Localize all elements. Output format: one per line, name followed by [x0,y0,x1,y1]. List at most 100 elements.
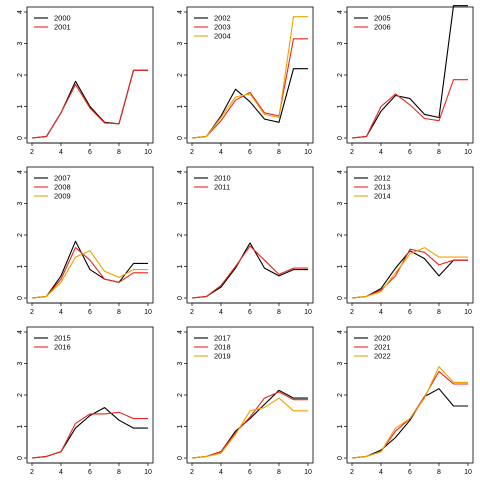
legend-label: 2013 [374,183,391,192]
x-tick-label: 2 [190,149,194,156]
legend-label: 2004 [214,32,231,41]
y-tick-label: 1 [177,264,184,268]
x-tick-label: 8 [117,309,121,316]
y-tick-label: 3 [337,201,344,205]
x-tick-label: 10 [464,469,472,476]
y-tick-label: 2 [17,233,24,237]
y-tick-label: 3 [177,201,184,205]
series-line-2002 [191,68,308,139]
y-tick-label: 3 [177,41,184,45]
x-tick-label: 10 [464,309,472,316]
legend-label: 2000 [54,14,71,23]
y-tick-label: 0 [17,456,24,460]
x-tick-label: 8 [277,469,281,476]
y-tick-label: 3 [17,201,24,205]
x-tick-label: 6 [248,469,252,476]
y-tick-label: 4 [177,170,184,174]
y-tick-label: 1 [337,424,344,428]
x-tick-label: 2 [30,149,34,156]
y-tick-label: 1 [177,424,184,428]
x-tick-label: 10 [304,149,312,156]
y-tick-label: 0 [17,136,24,140]
x-tick-label: 10 [144,149,152,156]
x-tick-label: 8 [277,309,281,316]
x-tick-label: 4 [379,149,383,156]
legend-label: 2003 [214,23,231,32]
x-tick-label: 4 [219,309,223,316]
x-tick-label: 6 [408,469,412,476]
x-tick-label: 4 [379,469,383,476]
legend-label: 2016 [54,343,71,352]
series-line-2018 [191,391,308,459]
x-tick-label: 6 [248,149,252,156]
x-tick-label: 2 [30,469,34,476]
x-tick-label: 8 [437,309,441,316]
legend-label: 2020 [374,334,391,343]
series-line-2017 [191,389,308,459]
y-tick-label: 3 [177,361,184,365]
y-tick-label: 2 [337,393,344,397]
series-line-2016 [31,411,148,459]
y-tick-label: 4 [177,10,184,14]
y-tick-label: 1 [337,264,344,268]
series-line-2005 [351,5,468,139]
series-line-2021 [351,370,468,459]
x-tick-label: 8 [117,469,121,476]
y-tick-label: 2 [337,73,344,77]
y-tick-label: 3 [337,361,344,365]
x-tick-label: 4 [59,469,63,476]
y-tick-label: 2 [17,73,24,77]
y-tick-label: 3 [337,41,344,45]
x-tick-label: 10 [304,309,312,316]
x-tick-label: 4 [219,149,223,156]
y-tick-label: 4 [17,330,24,334]
legend-label: 2012 [374,174,391,183]
x-tick-label: 8 [437,469,441,476]
x-tick-label: 10 [144,469,152,476]
y-tick-label: 3 [17,41,24,45]
x-tick-label: 6 [408,309,412,316]
y-tick-label: 2 [17,393,24,397]
x-tick-label: 2 [350,149,354,156]
legend-label: 2005 [374,14,391,23]
x-tick-label: 6 [248,309,252,316]
series-line-2006 [351,79,468,139]
legend-label: 2019 [214,352,231,361]
x-tick-label: 2 [350,469,354,476]
series-line-2012 [351,250,468,299]
series-line-2011 [191,245,308,299]
y-tick-label: 4 [337,330,344,334]
legend-label: 2014 [374,192,391,201]
legend-label: 2011 [214,183,230,192]
x-tick-label: 2 [350,309,354,316]
y-tick-label: 1 [337,104,344,108]
x-tick-label: 6 [408,149,412,156]
x-tick-label: 8 [437,149,441,156]
y-tick-label: 4 [17,170,24,174]
legend-label: 2018 [214,343,231,352]
legend-label: 2022 [374,352,391,361]
y-tick-label: 2 [177,393,184,397]
x-tick-label: 4 [219,469,223,476]
x-tick-label: 2 [190,469,194,476]
x-tick-label: 6 [88,309,92,316]
x-tick-label: 4 [59,149,63,156]
x-tick-label: 2 [30,309,34,316]
legend-label: 2009 [54,192,71,201]
series-line-2015 [31,407,148,459]
series-line-2007 [31,240,148,299]
y-tick-label: 0 [177,456,184,460]
legend-label: 2002 [214,14,231,23]
legend-label: 2021 [374,343,391,352]
series-line-2010 [191,242,308,299]
series-line-2014 [351,247,468,299]
y-tick-label: 0 [337,296,344,300]
legend-label: 2001 [54,23,71,32]
legend-label: 2008 [54,183,71,192]
